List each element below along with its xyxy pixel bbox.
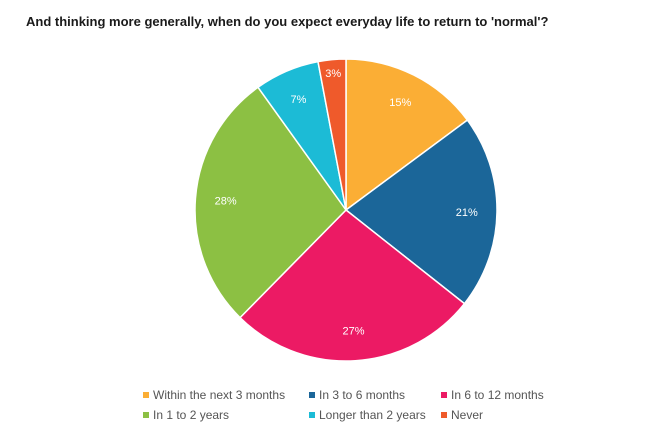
legend-swatch bbox=[309, 412, 315, 418]
data-label-5: 3% bbox=[325, 68, 341, 80]
legend-label: In 6 to 12 months bbox=[451, 388, 544, 402]
legend-item-3: In 1 to 2 years bbox=[143, 408, 229, 422]
pie-slice-0 bbox=[345, 58, 469, 212]
pie-slice-1 bbox=[344, 119, 498, 305]
legend-item-2: In 6 to 12 months bbox=[441, 388, 544, 402]
pie-slice-5 bbox=[317, 58, 347, 211]
legend-label: In 3 to 6 months bbox=[319, 388, 406, 402]
data-label-1: 21% bbox=[456, 207, 478, 219]
legend-item-5: Never bbox=[441, 408, 483, 422]
legend-swatch bbox=[143, 392, 149, 398]
pie-data-labels: 15% 21% 27% 28% 7% 3% bbox=[215, 68, 478, 337]
legend-label: Never bbox=[451, 408, 484, 422]
legend-swatch bbox=[441, 412, 447, 418]
data-label-4: 7% bbox=[291, 94, 307, 106]
pie-chart: 15% 21% 27% 28% 7% 3% bbox=[194, 58, 498, 362]
legend-label: In 1 to 2 years bbox=[153, 408, 230, 422]
legend-item-0: Within the next 3 months bbox=[143, 388, 285, 402]
pie-slice-2 bbox=[238, 208, 466, 362]
legend-swatch bbox=[143, 412, 149, 418]
legend-swatch bbox=[309, 392, 315, 398]
legend-item-1: In 3 to 6 months bbox=[309, 388, 405, 402]
legend-label: Within the next 3 months bbox=[153, 388, 286, 402]
chart-title: And thinking more generally, when do you… bbox=[26, 14, 549, 29]
data-label-0: 15% bbox=[389, 97, 411, 109]
pie-slices bbox=[194, 58, 498, 362]
legend-label: Longer than 2 years bbox=[319, 408, 426, 422]
pie-slice-3 bbox=[194, 86, 347, 319]
data-label-3: 28% bbox=[215, 196, 237, 208]
legend-swatch bbox=[441, 392, 447, 398]
legend-item-4: Longer than 2 years bbox=[309, 408, 426, 422]
data-label-2: 27% bbox=[342, 326, 364, 338]
